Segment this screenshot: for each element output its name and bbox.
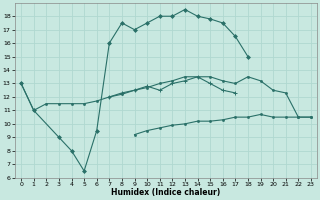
X-axis label: Humidex (Indice chaleur): Humidex (Indice chaleur) [111, 188, 221, 197]
